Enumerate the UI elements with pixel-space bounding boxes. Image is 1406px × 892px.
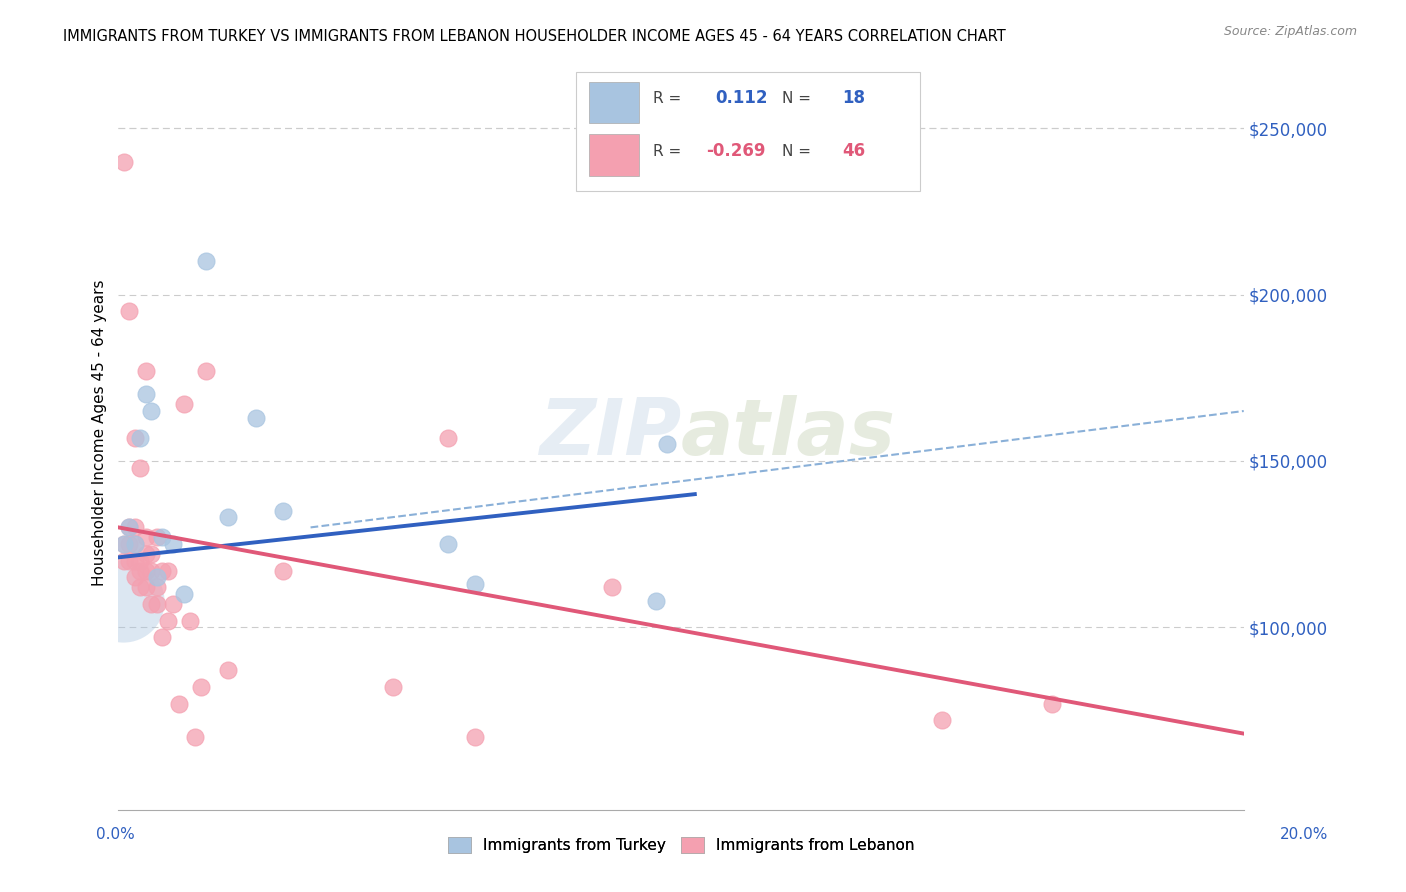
Point [195,254,218,268]
Y-axis label: Householder Income Ages 45 - 64 years: Householder Income Ages 45 - 64 years [93,279,107,586]
Text: IMMIGRANTS FROM TURKEY VS IMMIGRANTS FROM LEBANON HOUSEHOLDER INCOME AGES 45 - 6: IMMIGRANTS FROM TURKEY VS IMMIGRANTS FRO… [63,29,1007,44]
Point [190,680,212,694]
Point [124,570,146,584]
Point [112,554,135,568]
Text: 46: 46 [842,142,865,160]
Point [645,593,668,607]
Point [195,364,218,378]
Point [129,460,152,475]
Point [217,510,239,524]
Text: R =: R = [652,91,682,105]
Point [112,537,135,551]
Point [124,537,146,551]
Point [1040,697,1063,711]
Point [146,570,169,584]
Point [162,597,184,611]
Point [184,730,207,744]
Point [124,554,146,568]
Text: 20.0%: 20.0% [1281,827,1329,841]
Point [436,431,458,445]
Point [129,564,152,578]
Legend: Immigrants from Turkey, Immigrants from Lebanon: Immigrants from Turkey, Immigrants from … [441,830,921,859]
Point [173,397,195,411]
Point [124,537,146,551]
Point [111,593,134,607]
Text: N =: N = [782,91,811,105]
Text: ZIP: ZIP [538,394,681,471]
Point [135,564,157,578]
Point [112,537,135,551]
Point [162,537,184,551]
Point [179,614,201,628]
Point [150,564,173,578]
Point [657,437,679,451]
Point [464,730,486,744]
Point [118,554,141,568]
Point [124,520,146,534]
Point [129,431,152,445]
Point [464,577,486,591]
Point [271,504,294,518]
Point [146,580,169,594]
Point [135,547,157,561]
Point [135,387,157,401]
Text: atlas: atlas [681,394,896,471]
Point [135,580,157,594]
Text: 0.112: 0.112 [714,89,768,107]
Point [118,537,141,551]
Point [135,364,157,378]
FancyBboxPatch shape [589,135,640,176]
Point [245,410,267,425]
Text: 18: 18 [842,89,865,107]
Point [156,564,179,578]
Point [150,530,173,544]
Point [135,530,157,544]
Point [118,304,141,318]
Point [129,580,152,594]
Point [271,564,294,578]
Point [156,614,179,628]
FancyBboxPatch shape [589,81,640,123]
Point [124,431,146,445]
Point [173,587,195,601]
Point [146,530,169,544]
FancyBboxPatch shape [576,71,920,191]
Point [141,547,163,561]
Point [141,564,163,578]
Text: 0.0%: 0.0% [96,827,135,841]
Point [931,714,953,728]
Point [141,404,163,418]
Point [436,537,458,551]
Text: N =: N = [782,144,811,159]
Point [118,520,141,534]
Text: Source: ZipAtlas.com: Source: ZipAtlas.com [1223,25,1357,38]
Point [129,554,152,568]
Point [141,597,163,611]
Point [112,154,135,169]
Text: R =: R = [652,144,682,159]
Point [118,520,141,534]
Point [381,680,404,694]
Text: -0.269: -0.269 [706,142,765,160]
Point [146,597,169,611]
Point [167,697,190,711]
Point [150,630,173,644]
Point [602,580,624,594]
Point [217,664,239,678]
